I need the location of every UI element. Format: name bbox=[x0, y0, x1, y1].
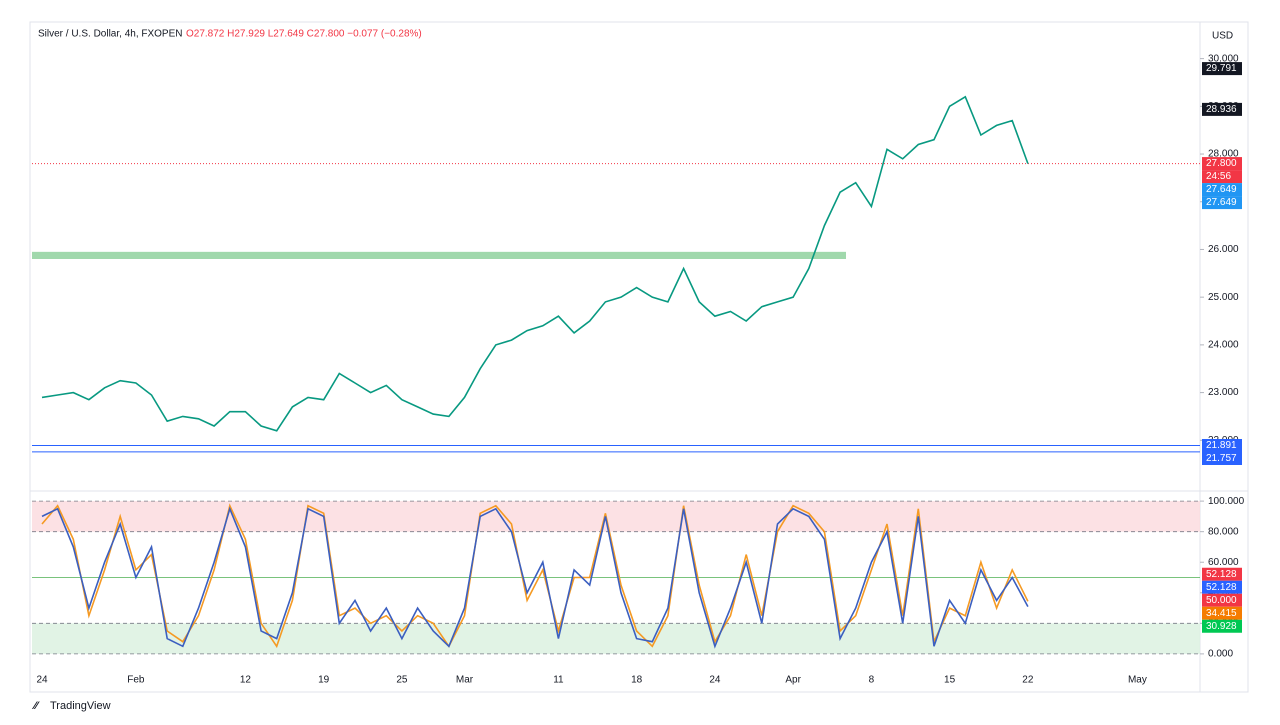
zone bbox=[32, 623, 1200, 654]
chart-title: Silver / U.S. Dollar, 4h, FXOPEN bbox=[38, 29, 183, 40]
price-tag-label: 52.128 bbox=[1206, 569, 1237, 580]
series-line bbox=[41, 503, 1029, 649]
y-tick-label: 23.000 bbox=[1208, 387, 1239, 398]
price-tag bbox=[1202, 196, 1242, 210]
price-tag-label: 34.415 bbox=[1206, 608, 1237, 619]
y-tick-label: 0.000 bbox=[1208, 649, 1233, 660]
price-tag-label: 28.936 bbox=[1206, 104, 1237, 115]
price-tag-label: 21.891 bbox=[1206, 440, 1237, 451]
price-tag-label: 27.800 bbox=[1206, 158, 1237, 169]
x-tick-label: 24 bbox=[36, 675, 48, 686]
y-tick-label: 100.000 bbox=[1208, 496, 1245, 507]
price-tag-label: 21.757 bbox=[1206, 453, 1237, 464]
x-tick-label: 24 bbox=[709, 675, 721, 686]
price-tag bbox=[1202, 157, 1242, 171]
price-tag-label: 27.649 bbox=[1206, 184, 1237, 195]
x-tick-label: Apr bbox=[785, 675, 801, 686]
price-tag bbox=[1202, 62, 1242, 76]
series-line bbox=[41, 506, 1029, 649]
ohlc: O27.872 H27.929 L27.649 C27.800 −0.077 (… bbox=[186, 29, 422, 40]
currency: USD bbox=[1212, 31, 1233, 42]
footer-brand: TradingView bbox=[50, 700, 111, 712]
series-line bbox=[41, 95, 1029, 432]
x-tick-label: 15 bbox=[944, 675, 956, 686]
price-tag bbox=[1202, 580, 1242, 594]
price-tag bbox=[1202, 593, 1242, 607]
price-tag-label: 30.928 bbox=[1206, 621, 1237, 632]
y-tick-label: 28.000 bbox=[1208, 149, 1239, 160]
price-tag-label: 27.649 bbox=[1206, 197, 1237, 208]
price-tag bbox=[1202, 567, 1242, 581]
x-tick-label: 19 bbox=[318, 675, 330, 686]
x-tick-label: 18 bbox=[631, 675, 643, 686]
frame bbox=[29, 21, 1249, 693]
y-tick-label: 25.000 bbox=[1208, 292, 1239, 303]
x-tick-label: 11 bbox=[553, 675, 564, 686]
logo: ⁄⁄ bbox=[31, 700, 40, 712]
x-tick-label: May bbox=[1128, 675, 1147, 686]
y-tick-label: 24.000 bbox=[1208, 340, 1239, 351]
price-tag bbox=[1202, 102, 1242, 116]
countdown: 24:56 bbox=[1206, 171, 1231, 182]
countdown-tag bbox=[1202, 170, 1242, 184]
x-tick-label: 25 bbox=[396, 675, 408, 686]
price-tag-label: 52.128 bbox=[1206, 582, 1237, 593]
zone bbox=[32, 501, 1200, 532]
x-tick-label: Feb bbox=[127, 675, 145, 686]
price-tag bbox=[1202, 606, 1242, 620]
y-tick-label: 26.000 bbox=[1208, 244, 1239, 255]
price-tag-label: 29.791 bbox=[1206, 63, 1237, 74]
price-tag bbox=[1202, 183, 1242, 197]
x-tick-label: 22 bbox=[1022, 675, 1034, 686]
x-tick-label: Mar bbox=[456, 675, 474, 686]
price-tag-label: 50.000 bbox=[1206, 595, 1237, 606]
y-tick-label: 60.000 bbox=[1208, 557, 1239, 568]
price-tag bbox=[1202, 438, 1242, 452]
y-tick-label: 80.000 bbox=[1208, 526, 1239, 537]
zone bbox=[32, 251, 846, 259]
x-tick-label: 12 bbox=[240, 675, 252, 686]
price-tag bbox=[1202, 619, 1242, 633]
x-tick-label: 8 bbox=[869, 675, 875, 686]
y-tick-label: 30.000 bbox=[1208, 53, 1239, 64]
price-tag bbox=[1202, 451, 1242, 465]
